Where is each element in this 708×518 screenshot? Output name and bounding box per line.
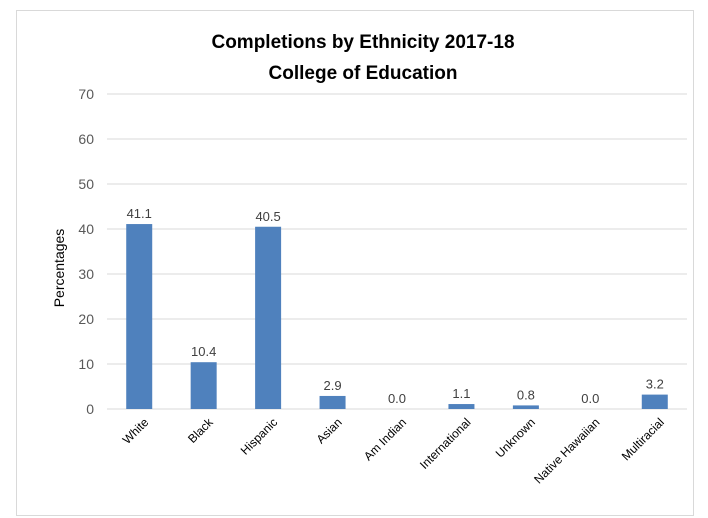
y-tick-label: 50 xyxy=(78,176,94,192)
y-tick-label: 70 xyxy=(78,86,94,102)
bar-white xyxy=(126,224,153,409)
chart-frame: Completions by Ethnicity 2017-18 College… xyxy=(16,10,694,516)
data-labels: 41.1 10.4 40.5 2.9 0.0 1.1 0.8 0.0 3.2 xyxy=(127,206,664,406)
x-tick-label: Hispanic xyxy=(238,415,280,457)
y-axis-label: Percentages xyxy=(51,229,67,308)
data-label: 41.1 xyxy=(127,206,152,221)
y-tick-label: 40 xyxy=(78,221,94,237)
y-tick-label: 0 xyxy=(86,401,94,417)
y-tick-label: 60 xyxy=(78,131,94,147)
y-axis-ticks: 0 10 20 30 40 50 60 70 xyxy=(78,86,94,417)
bar-international xyxy=(448,404,475,409)
y-tick-label: 20 xyxy=(78,311,94,327)
x-tick-label: Black xyxy=(185,415,216,446)
x-tick-label: Asian xyxy=(314,415,345,446)
x-tick-label: White xyxy=(120,415,152,447)
data-label: 0.0 xyxy=(388,391,406,406)
x-tick-label: International xyxy=(417,415,474,472)
data-label: 0.8 xyxy=(517,387,535,402)
chart-title: Completions by Ethnicity 2017-18 xyxy=(211,32,514,53)
bar-unknown xyxy=(512,405,539,409)
x-axis-categories: White Black Hispanic Asian Am Indian Internat… xyxy=(120,415,667,487)
data-label: 40.5 xyxy=(255,209,280,224)
data-label: 10.4 xyxy=(191,344,216,359)
gridlines xyxy=(107,93,687,410)
bar-black xyxy=(190,362,217,409)
data-label: 1.1 xyxy=(452,386,470,401)
x-tick-label: Unknown xyxy=(493,415,538,460)
data-label: 0.0 xyxy=(581,391,599,406)
bar-multiracial xyxy=(641,394,668,409)
bar-asian xyxy=(319,395,346,409)
data-label: 2.9 xyxy=(324,378,342,393)
bars xyxy=(126,224,668,409)
chart-subtitle: College of Education xyxy=(269,63,458,84)
bar-chart: Completions by Ethnicity 2017-18 College… xyxy=(51,32,687,487)
y-tick-label: 30 xyxy=(78,266,94,282)
data-label: 3.2 xyxy=(646,377,664,392)
y-tick-label: 10 xyxy=(78,356,94,372)
bar-hispanic xyxy=(255,226,282,409)
x-tick-label: Am Indian xyxy=(361,415,409,463)
x-tick-label: Native Hawaiian xyxy=(531,415,602,486)
x-tick-label: Multiracial xyxy=(619,415,667,463)
